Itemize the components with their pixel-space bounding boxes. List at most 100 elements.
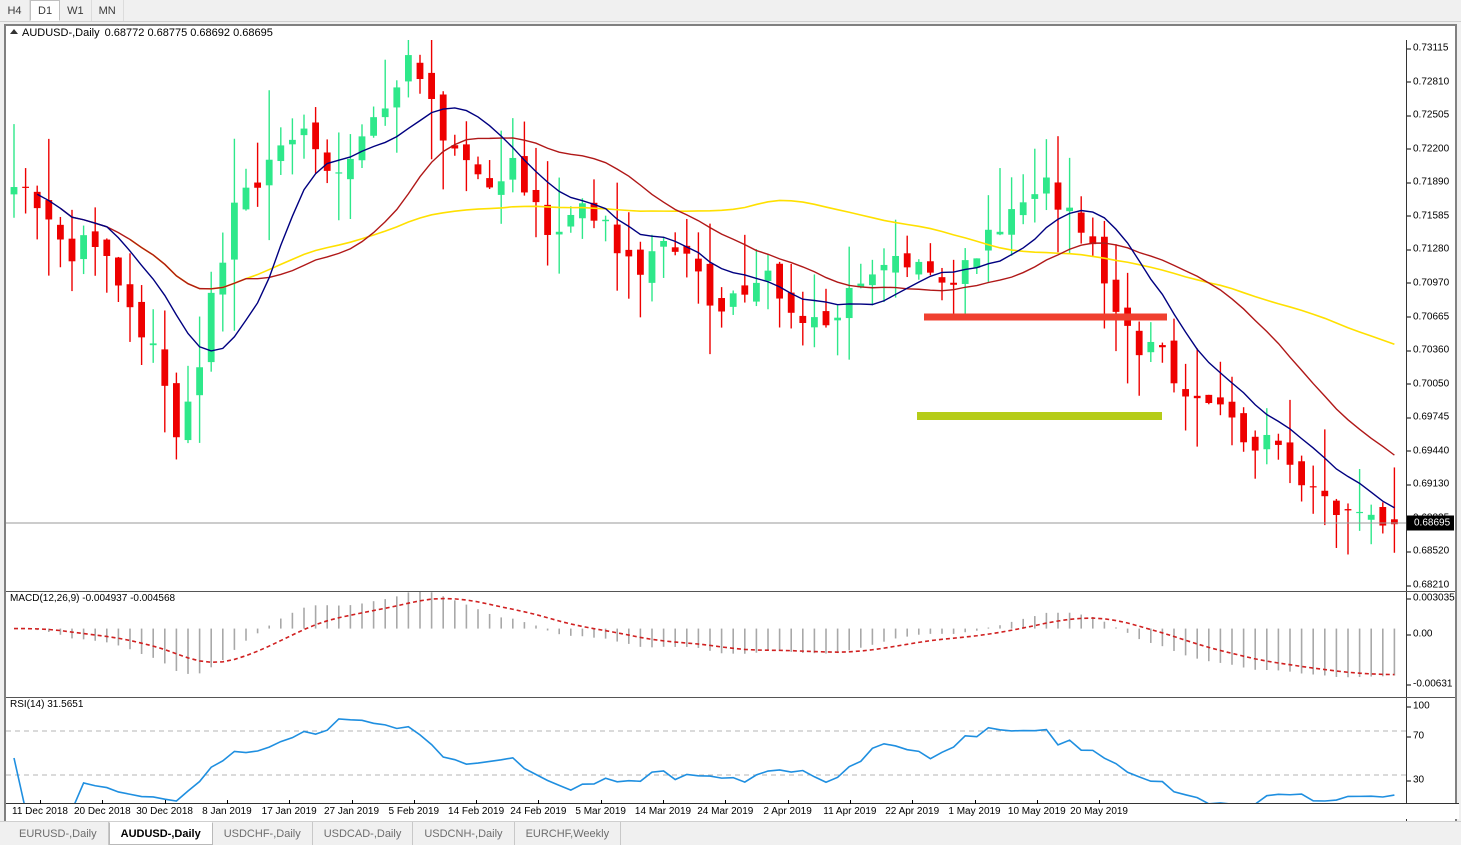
chart-tab-eurusd[interactable]: EURUSD-,Daily [8,822,109,845]
candle-body [1019,202,1027,216]
candle-body [950,282,957,285]
candle-body [323,152,331,171]
candle-body [695,258,702,272]
candle-body [741,285,749,295]
candle-body [1367,514,1375,520]
price-axis-tick: 0.69745 [1407,412,1449,423]
date-axis-tick [289,800,291,804]
macd-pane[interactable]: MACD(12,26,9) -0.004937 -0.004568 0.0030… [6,592,1455,697]
candle-body [149,343,157,346]
candle-body [1333,500,1340,516]
candle-body [590,202,598,221]
date-axis-label: 27 Jan 2019 [323,806,380,817]
candle-body [1275,440,1282,445]
chart-tab-label: USDCHF-,Daily [223,827,301,840]
candle-body [1240,413,1247,443]
candle-body [1112,279,1120,312]
timeframe-button-w1[interactable]: W1 [60,0,92,21]
candle-body [451,145,459,149]
chart-tab-usdcnh[interactable]: USDCNH-,Daily [413,822,515,845]
candle-body [1205,394,1213,404]
price-axis-tick: 0.71280 [1407,244,1449,255]
chart-tab-usdcad[interactable]: USDCAD-,Daily [313,822,414,845]
price-axis[interactable]: 0.73115 0.72810 0.72505 0.72200 0.71890 0.715… [1406,40,1455,591]
price-axis-tick: 0.71890 [1407,177,1449,188]
candle-body [938,277,946,283]
date-axis-tick [476,800,478,804]
macd-signal-line [13,597,1395,676]
candle-body [579,203,586,219]
candle-body [161,349,169,386]
date-axis-label: 20 May 2019 [1070,806,1129,817]
candle-body [439,94,447,141]
price-axis-tick: 0.73115 [1407,43,1448,54]
candle-body [787,292,795,313]
price-axis-tick: 0.69440 [1407,445,1449,456]
price-pane[interactable]: 0.73115 0.72810 0.72505 0.72200 0.71890 0.715… [6,40,1455,591]
date-axis-tick [351,800,353,804]
candle-body [57,224,64,240]
chart-tab-label: AUDUSD-,Daily [120,827,201,840]
candle-body [231,202,238,260]
candle-body [196,367,203,396]
chart-tab-eurchf[interactable]: EURCHF,Weekly [515,822,622,845]
rsi-chart-canvas[interactable] [6,698,1406,809]
macd-axis-tick: -0.00631 [1407,679,1452,690]
date-axis-tick [413,800,415,804]
candle-body [68,238,76,262]
collapse-triangle-icon[interactable] [10,29,18,34]
candle-body [1077,212,1085,233]
date-axis[interactable]: 11 Dec 2018 20 Dec 2018 30 Dec 2018 8 Jan 2… [6,800,1459,819]
candle-body [91,231,99,247]
candle-body [567,214,575,227]
candle-body [347,158,354,180]
candle-body [1054,182,1062,210]
timeframe-button-mn[interactable]: MN [92,0,124,21]
macd-chart-canvas[interactable] [6,592,1406,697]
chart-tab-usdchf[interactable]: USDCHF-,Daily [213,822,313,845]
price-axis-tick: 0.69130 [1407,479,1449,490]
candle-body [497,181,505,195]
date-axis-label: 5 Mar 2019 [575,806,626,817]
current-price-label: 0.68695 [1407,515,1455,531]
candle-body [1193,395,1201,399]
macd-label: MACD(12,26,9) -0.004937 -0.004568 [10,593,176,604]
ma-fast [36,107,1395,509]
candle-body [799,315,807,323]
candle-body [683,245,691,254]
chart-tab-audusd[interactable]: AUDUSD-,Daily [108,822,213,845]
candle-body [1159,345,1166,348]
candle-body [277,145,285,162]
candle-body [555,231,563,235]
chart-tab-bar: EURUSD-,Daily AUDUSD-,Daily USDCHF-,Dail… [0,821,1461,845]
date-axis-tick [1099,800,1101,804]
candle-body [625,249,633,257]
candle-body [811,317,818,328]
candle-body [289,139,296,145]
candle-body [706,263,714,306]
candle-body [1228,401,1236,418]
timeframe-button-d1[interactable]: D1 [30,0,61,21]
macd-axis[interactable]: 0.003035 0.00 -0.00631 [1406,592,1455,697]
candle-body [903,253,911,268]
candle-body [915,261,923,275]
candle-body [613,224,621,254]
candle-body [1101,236,1108,284]
chart-symbol-header: AUDUSD-,Daily 0.68772 0.68775 0.68692 0.6… [6,26,1455,40]
chart-tab-label: EURUSD-,Daily [19,827,97,840]
timeframe-button-h4[interactable]: H4 [0,0,30,21]
date-axis-label: 17 Jan 2019 [261,806,317,817]
candle-body [1344,509,1352,511]
price-chart-canvas[interactable] [6,40,1406,591]
date-axis-tick [787,800,789,804]
date-axis-label: 11 Apr 2019 [823,806,877,817]
chart-tab-label: EURCHF,Weekly [525,827,610,840]
price-axis-tick: 0.72200 [1407,143,1449,154]
candle-body [602,219,609,222]
timeframe-label: D1 [38,4,53,17]
date-axis-label: 5 Feb 2019 [388,806,440,817]
candle-body [648,251,656,283]
candle-body [33,191,41,209]
candle-body [1182,389,1189,397]
